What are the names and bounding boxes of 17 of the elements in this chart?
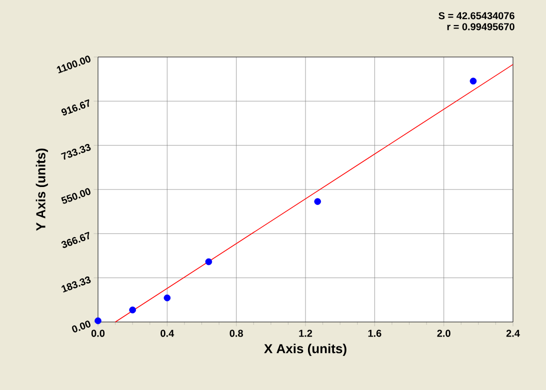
x-tick-label: 0.8 xyxy=(230,330,243,337)
text: r = 0.99495670 xyxy=(447,23,514,30)
x-tick-label: 2.0 xyxy=(437,330,450,337)
x-tick-label: 0.0 xyxy=(91,330,105,337)
y-tick-label: 0.00 xyxy=(72,320,90,332)
y-axis-title: Y Axis (units) xyxy=(36,148,48,231)
x-tick-label: 1.2 xyxy=(299,330,312,337)
x-tick-label: 0.4 xyxy=(160,330,174,337)
x-axis-title: X Axis (units) xyxy=(264,344,346,356)
x-tick-label: 2.4 xyxy=(506,330,520,337)
y-tick-label: 733.33 xyxy=(60,144,91,160)
text: S = 42.65434076 xyxy=(438,12,514,20)
y-tick-label: 183.33 xyxy=(62,276,91,292)
y-tick-label: 366.67 xyxy=(61,232,90,248)
x-tick-label: 1.6 xyxy=(368,330,382,337)
y-tick-label: 550.00 xyxy=(61,188,90,204)
y-tick-label: 916.67 xyxy=(61,99,90,116)
